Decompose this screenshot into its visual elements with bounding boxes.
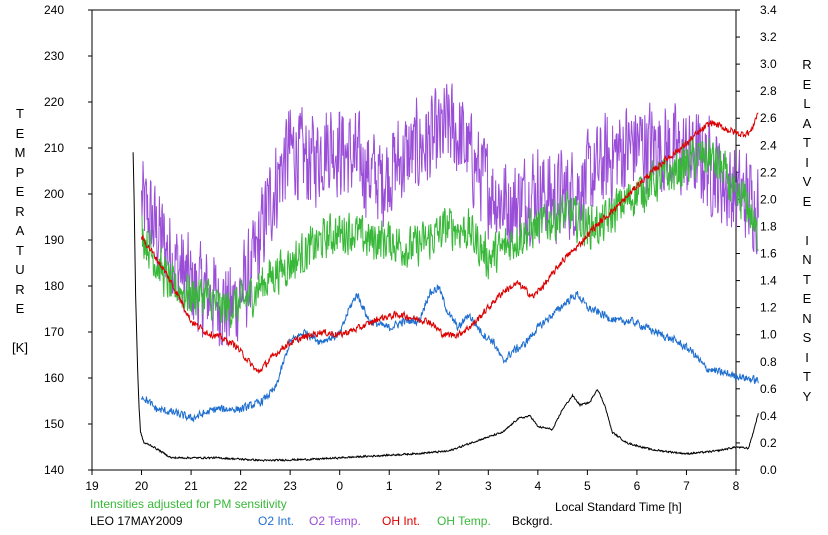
right-tick-label: 0.2 (760, 436, 777, 450)
x-tick-label: 21 (184, 479, 198, 493)
axis-label-letter: [K] (12, 340, 28, 355)
x-tick-label: 6 (634, 479, 641, 493)
left-tick-label: 190 (44, 233, 64, 247)
x-tick-label: 2 (435, 479, 442, 493)
axis-label-letter: E (802, 76, 812, 92)
x-tick-label: 19 (85, 479, 99, 493)
axis-label-letter: A (15, 223, 25, 238)
axis-label-letter: I (805, 349, 809, 365)
x-axis-label: Local Standard Time [h] (555, 500, 682, 514)
axis-label-letter: A (802, 115, 812, 131)
series-line-o2-int (141, 283, 759, 423)
axis-label-letter: T (803, 271, 811, 287)
right-tick-label: 1.6 (760, 247, 777, 261)
axis-label-letter: N (802, 252, 812, 267)
axis-label-letter: E (802, 291, 812, 306)
axis-label-letter: Y (802, 388, 812, 404)
axis-label-letter: R (15, 281, 25, 297)
right-tick-label: 3.4 (760, 3, 777, 17)
series-line-bckgrd (132, 152, 759, 462)
legend-item-bckgrd: Bckgrd. (512, 514, 553, 528)
axis-label-letter: U (15, 262, 25, 277)
left-tick-label: 160 (44, 371, 64, 385)
left-tick-label: 230 (44, 49, 64, 63)
left-tick-label: 140 (44, 463, 64, 477)
axes: 140 150 160 170 180 190 200 210 220 230 240 0.0 0.2 0… (44, 3, 777, 477)
legend-item-oh-int: OH Int. (382, 514, 421, 528)
right-tick-label: 1.2 (760, 301, 777, 315)
left-tick-label: 180 (44, 279, 64, 293)
right-tick-label: 2.8 (760, 84, 777, 98)
axis-label-letter: T (16, 106, 24, 121)
series-lines (132, 83, 759, 462)
right-tick-label: 2.2 (760, 165, 777, 179)
right-tick-label: 0.0 (760, 463, 777, 477)
x-tick-label: 7 (683, 479, 690, 493)
right-tick-label: 0.8 (760, 355, 777, 369)
left-tick-label: 150 (44, 417, 64, 431)
right-tick-label: 0.4 (760, 409, 777, 423)
left-tick-label: 170 (44, 325, 64, 339)
axis-label-letter: L (803, 96, 811, 111)
legend-item-o2-temp: O2 Temp. (309, 514, 361, 528)
axis-label-letter: E (15, 125, 25, 141)
axis-label-letter: E (15, 301, 25, 316)
axis-label-letter: R (15, 203, 25, 219)
axis-label-letter: E (15, 184, 25, 199)
right-tick-label: 3.0 (760, 57, 777, 71)
right-tick-label: 2.4 (760, 138, 777, 152)
legend-item-oh-temp: OH Temp. (437, 514, 491, 528)
axis-label-letter: M (14, 145, 26, 160)
axis-label-letter: E (802, 193, 812, 209)
x-tick-label: 22 (234, 479, 248, 493)
axis-label-letter: T (803, 369, 811, 384)
left-tick-label: 240 (44, 3, 64, 17)
axis-label-letter: I (805, 154, 809, 170)
axis-label-letter: I (805, 232, 809, 248)
x-tick-labels: 19 20 21 22 23 0 1 2 3 4 5 6 7 8 (85, 479, 739, 493)
axis-label-letter: V (802, 174, 812, 189)
station-date-label: LEO 17MAY2009 (90, 514, 183, 528)
right-tick-label: 0.6 (760, 382, 777, 396)
axis-label-letter: N (802, 310, 812, 326)
x-tick-label: 0 (336, 479, 343, 493)
right-tick-label: 1.8 (760, 219, 777, 233)
series-line-oh-int (141, 112, 759, 375)
pm-sensitivity-note: Intensities adjusted for PM sensitivity (90, 497, 287, 511)
right-tick-label: 2.6 (760, 111, 777, 125)
right-tick-label: 1.0 (760, 328, 777, 342)
axis-label-letter: T (16, 242, 24, 258)
axis-label-letter: R (802, 57, 812, 72)
left-tick-label: 210 (44, 141, 64, 155)
x-tick-label: 4 (535, 479, 542, 493)
x-tick-label: 5 (584, 479, 591, 493)
right-tick-label: 2.0 (760, 192, 777, 206)
x-tick-label: 1 (386, 479, 393, 493)
x-tick-label: 3 (485, 479, 492, 493)
right-tick-label: 3.2 (760, 30, 777, 44)
x-tick-label: 8 (733, 479, 740, 493)
series-line-oh-temp (141, 136, 759, 329)
left-tick-label: 200 (44, 187, 64, 201)
x-tick-label: 23 (283, 479, 297, 493)
axis-label-letter: S (802, 330, 812, 345)
left-tick-label: 220 (44, 95, 64, 109)
legend-item-o2-int: O2 Int. (258, 514, 295, 528)
x-tick-label: 20 (135, 479, 149, 493)
series-line-o2-temp (141, 83, 759, 347)
axis-label-letter: P (15, 164, 25, 180)
right-tick-label: 1.4 (760, 274, 777, 288)
axis-label-letter: T (803, 135, 811, 150)
